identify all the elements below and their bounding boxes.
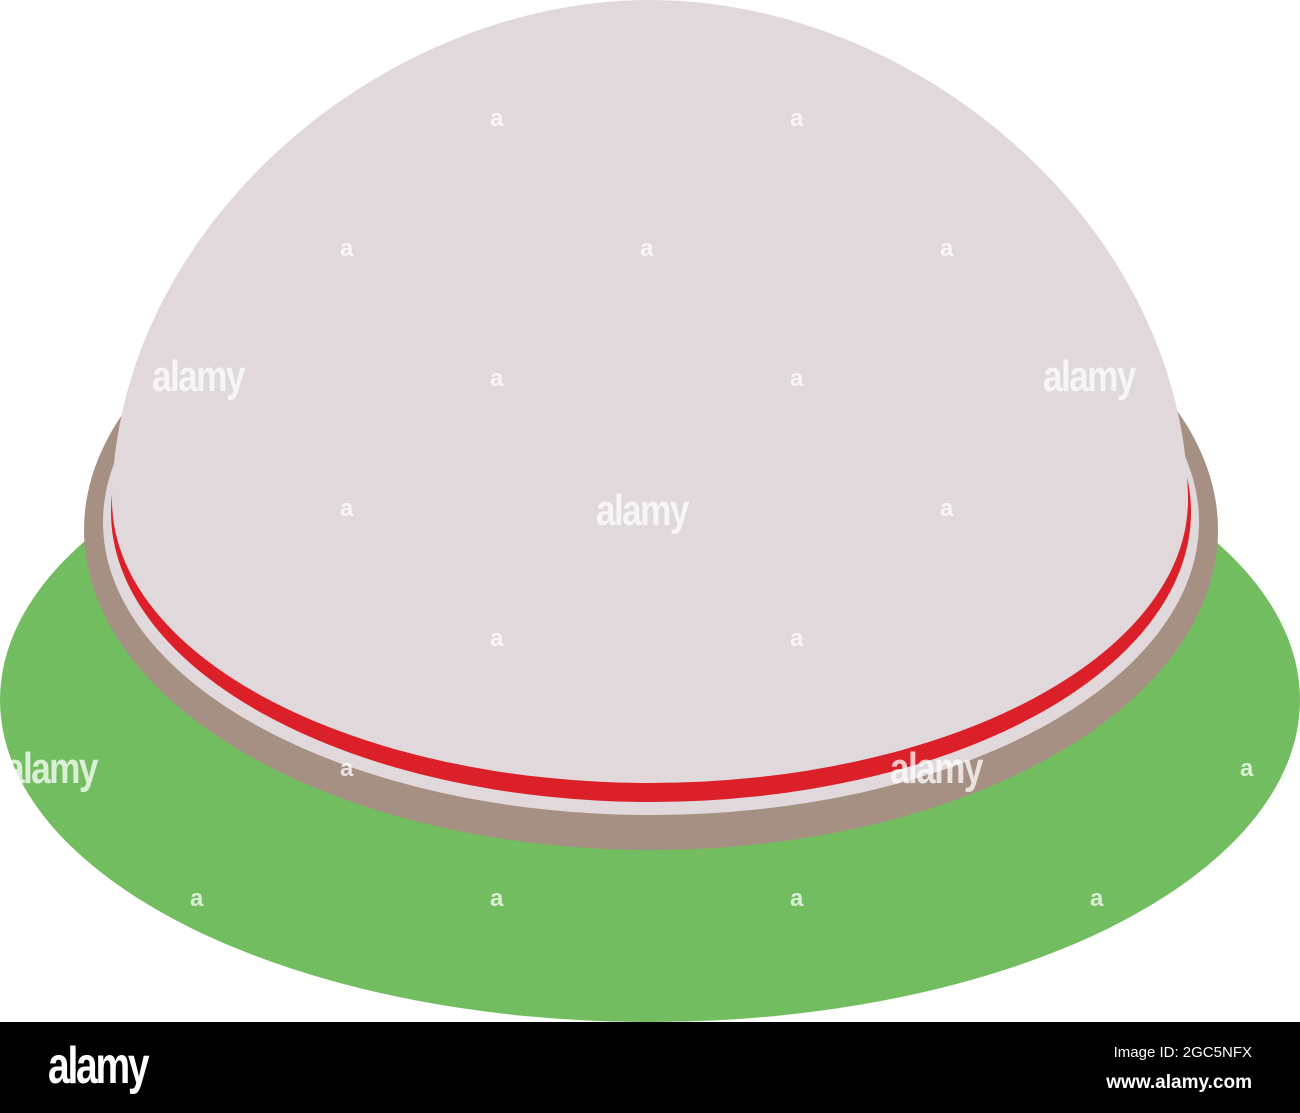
watermark-text: alamy (5, 744, 98, 793)
watermark-mark: a (490, 885, 504, 912)
watermark-text: alamy (1043, 352, 1136, 401)
watermark-mark: a (940, 235, 954, 262)
watermark-mark: a (640, 235, 654, 262)
watermark-mark: a (490, 625, 504, 652)
watermark-text: alamy (596, 486, 689, 535)
watermark-mark: a (1240, 755, 1254, 782)
watermark-mark: a (340, 755, 354, 782)
watermark-mark: a (790, 105, 804, 132)
alamy-logo: alamy (48, 1037, 150, 1095)
watermark-mark: a (490, 365, 504, 392)
watermark-mark: a (790, 625, 804, 652)
footer-bar: alamy Image ID: 2GC5NFX www.alamy.com (0, 1022, 1300, 1113)
watermark-mark: a (490, 105, 504, 132)
dome-crown (112, 0, 1188, 505)
website-url: www.alamy.com (1106, 1072, 1252, 1093)
image-id-text: Image ID: 2GC5NFX (1113, 1044, 1252, 1061)
watermark-mark: a (940, 495, 954, 522)
watermark-mark: a (190, 885, 204, 912)
watermark-mark: a (790, 885, 804, 912)
watermark-mark: a (340, 495, 354, 522)
watermark-mark: a (1090, 885, 1104, 912)
watermark-mark: a (790, 365, 804, 392)
watermark-mark: a (340, 235, 354, 262)
watermark-text: alamy (890, 744, 983, 793)
watermark-text: alamy (152, 352, 245, 401)
